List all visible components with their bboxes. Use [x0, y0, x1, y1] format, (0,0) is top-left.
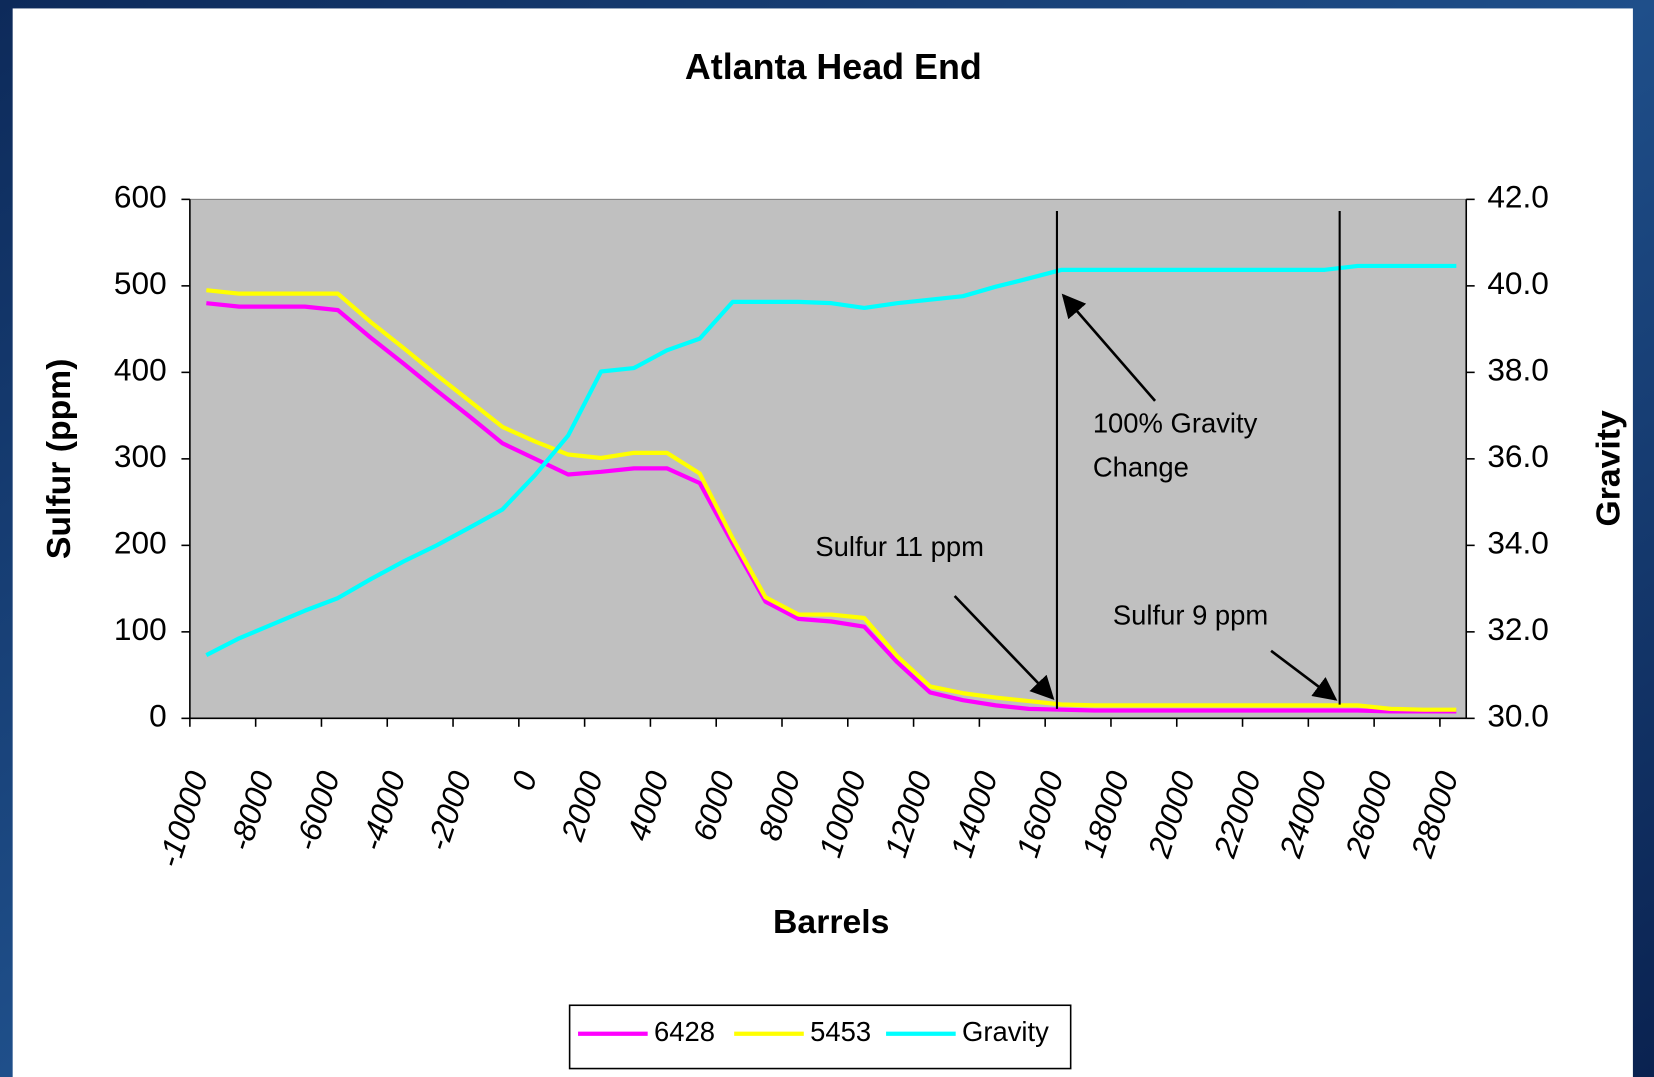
- y-tick-label: 300: [114, 438, 167, 474]
- y-tick-label: 0: [149, 698, 167, 734]
- arrow: [1270, 649, 1338, 701]
- data-line: [205, 263, 1457, 658]
- y2-tick-label: 42.0: [1487, 179, 1549, 215]
- arrow: [1061, 293, 1157, 402]
- data-line: [206, 301, 1457, 714]
- plot-area: [189, 198, 1467, 719]
- annotation: 100% Gravity: [1093, 407, 1258, 438]
- y2-axis-label: Gravity: [1590, 410, 1628, 527]
- arrow: [953, 595, 1055, 701]
- legend-label: 5453: [810, 1016, 871, 1047]
- legend-label: Gravity: [962, 1016, 1049, 1047]
- x-axis-label: Barrels: [773, 903, 889, 941]
- y2-tick-label: 32.0: [1487, 611, 1549, 647]
- y2-tick-label: 38.0: [1487, 352, 1549, 388]
- y-tick-label: 400: [114, 352, 167, 388]
- annotation: Sulfur 9 ppm: [1113, 599, 1268, 630]
- chart-title: Atlanta Head End: [685, 47, 982, 87]
- legend-box: [568, 1004, 1072, 1070]
- y2-tick-label: 34.0: [1487, 525, 1549, 561]
- y2-tick-label: 30.0: [1487, 698, 1549, 734]
- annotation: Change: [1093, 452, 1189, 483]
- data-line: [206, 288, 1457, 712]
- annotation: Sulfur 11 ppm: [815, 531, 984, 562]
- y-axis-label: Sulfur (ppm): [40, 359, 78, 560]
- y-tick-label: 500: [114, 265, 167, 301]
- y-tick-label: 600: [114, 179, 167, 215]
- y2-tick-label: 36.0: [1487, 438, 1549, 474]
- legend-label: 6428: [654, 1016, 715, 1047]
- y2-tick-label: 40.0: [1487, 265, 1549, 301]
- y-tick-label: 100: [114, 611, 167, 647]
- y-tick-label: 200: [114, 525, 167, 561]
